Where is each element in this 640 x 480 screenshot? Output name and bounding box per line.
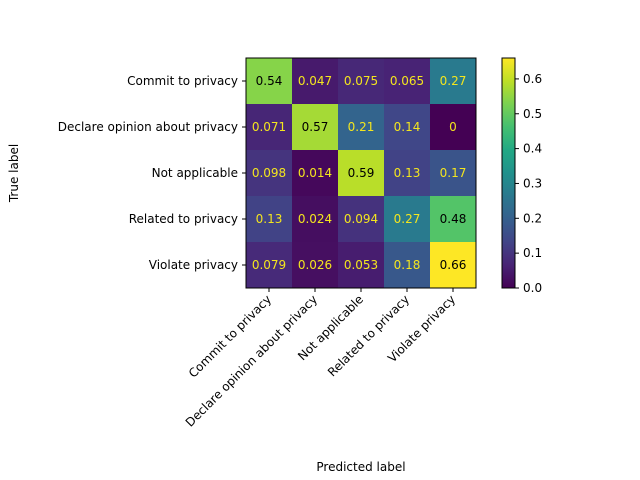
- cell-value-label: 0.098: [252, 166, 286, 180]
- cell-value-label: 0.071: [252, 120, 286, 134]
- colorbar-tick-label: 0.6: [523, 72, 542, 86]
- x-tick-label: Related to privacy: [325, 292, 412, 379]
- heatmap-cell-labels: 0.54 0.047 0.075 0.065 0.27 0.071 0.57 0.21 0.14…: [252, 74, 467, 272]
- cell-value-label: 0.27: [440, 74, 467, 88]
- cell-value-label: 0.053: [344, 258, 378, 272]
- cell-value-label: 0.024: [298, 212, 332, 226]
- y-tick-label: Related to privacy: [129, 212, 238, 226]
- heatmap-cell: [384, 58, 430, 104]
- heatmap-cell: [384, 104, 430, 150]
- cell-value-label: 0.59: [348, 166, 375, 180]
- y-axis-title: True label: [7, 144, 21, 203]
- y-tick-label: Violate privacy: [149, 258, 238, 272]
- cell-value-label: 0.54: [256, 74, 283, 88]
- heatmap-cell: [246, 104, 292, 150]
- y-tick-label: Not applicable: [152, 166, 238, 180]
- heatmap-cell: [292, 58, 338, 104]
- cell-value-label: 0.18: [394, 258, 421, 272]
- heatmap-cell: [430, 104, 476, 150]
- cell-value-label: 0.014: [298, 166, 332, 180]
- heatmap-cell: [430, 150, 476, 196]
- cell-value-label: 0.14: [394, 120, 421, 134]
- heatmap-cells: [246, 58, 476, 288]
- heatmap-cell: [292, 104, 338, 150]
- heatmap-cell: [338, 196, 384, 242]
- heatmap-cell: [246, 58, 292, 104]
- colorbar-tick-label: 0.5: [523, 107, 542, 121]
- y-axis-ticks: Commit to privacy Declare opinion about p…: [58, 74, 246, 272]
- x-tick-label: Commit to privacy: [186, 292, 274, 380]
- heatmap-cell: [430, 242, 476, 288]
- cell-value-label: 0.21: [348, 120, 375, 134]
- heatmap-cell: [384, 150, 430, 196]
- colorbar-tick-label: 0.3: [523, 176, 542, 190]
- colorbar: [501, 57, 516, 289]
- heatmap-cell: [246, 242, 292, 288]
- heatmap-cell: [384, 196, 430, 242]
- x-axis-title: Predicted label: [316, 460, 405, 474]
- cell-value-label: 0.094: [344, 212, 378, 226]
- heatmap-cell: [338, 104, 384, 150]
- cell-value-label: 0.026: [298, 258, 332, 272]
- colorbar-tick-label: 0.4: [523, 142, 542, 156]
- y-tick-label: Commit to privacy: [127, 74, 238, 88]
- heatmap-cell: [338, 150, 384, 196]
- colorbar-tick-label: 0.0: [523, 281, 542, 295]
- colorbar-ticks: 0.0 0.1 0.2 0.3 0.4 0.5 0.6: [515, 72, 542, 295]
- heatmap-cell: [246, 196, 292, 242]
- cell-value-label: 0.047: [298, 74, 332, 88]
- heatmap-cell: [246, 150, 292, 196]
- cell-value-label: 0.57: [302, 120, 329, 134]
- heatmap-cell: [338, 58, 384, 104]
- heatmap-cell: [292, 242, 338, 288]
- cell-value-label: 0.66: [440, 258, 467, 272]
- heatmap-cell: [430, 58, 476, 104]
- cell-value-label: 0.13: [256, 212, 283, 226]
- colorbar-tick-label: 0.1: [523, 246, 542, 260]
- cell-value-label: 0.079: [252, 258, 286, 272]
- cell-value-label: 0.48: [440, 212, 467, 226]
- colorbar-tick-label: 0.2: [523, 211, 542, 225]
- heatmap-cell: [384, 242, 430, 288]
- cell-value-label: 0: [449, 120, 457, 134]
- heatmap-cell: [338, 242, 384, 288]
- cell-value-label: 0.13: [394, 166, 421, 180]
- heatmap-cell: [430, 196, 476, 242]
- cell-value-label: 0.27: [394, 212, 421, 226]
- cell-value-label: 0.17: [440, 166, 467, 180]
- cell-value-label: 0.065: [390, 74, 424, 88]
- y-tick-label: Declare opinion about privacy: [58, 120, 238, 134]
- heatmap-cell: [292, 150, 338, 196]
- cell-value-label: 0.075: [344, 74, 378, 88]
- heatmap-cell: [292, 196, 338, 242]
